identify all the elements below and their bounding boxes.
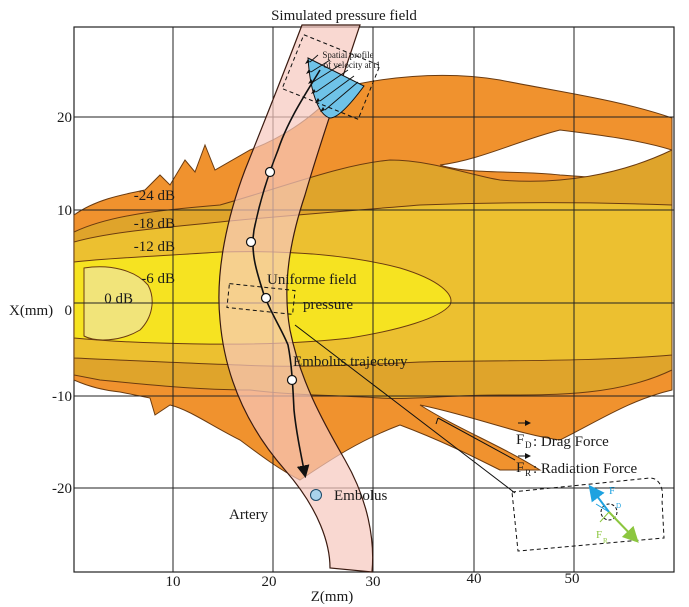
contour-labels: -24 dB -18 dB -12 dB -6 dB 0 dB: [104, 188, 175, 307]
embolus-trajectory-label: Embolus trajectory: [293, 354, 408, 370]
legend-drag-sub: D: [525, 440, 532, 450]
x-tick: 10: [166, 574, 181, 590]
legend-radiation-sub: R: [525, 468, 531, 478]
legend-drag-symbol: F: [516, 432, 524, 448]
contour-label-0db: 0 dB: [104, 291, 133, 307]
y-axis-ticks: 20 10 0 -10 -20: [52, 110, 72, 497]
trajectory-path: [252, 69, 321, 479]
embolus-label: Embolus: [334, 488, 387, 504]
artery-body: [218, 24, 374, 573]
y-axis-label: X(mm): [9, 303, 53, 319]
inset-drag-symbol: F: [609, 485, 615, 497]
contour-label-12db: -12 dB: [134, 239, 175, 255]
x-axis-label: Z(mm): [311, 589, 354, 605]
x-axis-ticks: 10 20 30 40 50: [166, 571, 580, 590]
y-tick: 20: [57, 110, 72, 126]
inset-drag-sub: D: [616, 502, 621, 510]
legend-drag-text: : Drag Force: [533, 434, 609, 450]
x-tick: 40: [467, 571, 482, 587]
embolus-trajectory: [226, 69, 322, 501]
velocity-profile: [281, 34, 381, 120]
legend-radiation-symbol: F: [516, 460, 524, 476]
inset-radiation-sub: R: [603, 537, 608, 545]
y-tick: -10: [52, 389, 72, 405]
inset-embolus: [600, 503, 618, 521]
x-tick: 20: [262, 574, 277, 590]
trajectory-point-4: [286, 374, 298, 386]
trajectory-point-3: [260, 292, 272, 304]
inset-radiation-symbol: F: [596, 529, 602, 541]
artery-label: Artery: [229, 507, 269, 523]
grid: [74, 27, 674, 572]
x-tick: 50: [565, 571, 580, 587]
trajectory-point-2: [245, 236, 257, 248]
force-inset: F D F R: [511, 477, 665, 552]
embolus-marker: [310, 489, 322, 501]
velocity-profile-label-1: Spatial profile: [322, 50, 373, 60]
chart-title: Simulated pressure field: [271, 8, 417, 24]
uniform-field-label-2: pressure: [303, 297, 353, 313]
contour-label-18db: -18 dB: [134, 216, 175, 232]
artery: [218, 24, 374, 573]
radiation-force-arrow: [608, 511, 639, 543]
y-tick: 10: [57, 203, 72, 219]
contour-label-6db: -6 dB: [141, 271, 175, 287]
uniform-field-box: [226, 283, 296, 315]
inset-box: [511, 477, 665, 552]
y-tick: -20: [52, 481, 72, 497]
x-tick: 30: [366, 574, 381, 590]
velocity-profile-label-2: of velocity at t1: [324, 60, 381, 70]
contour-label-24db: -24 dB: [134, 188, 175, 204]
legend-radiation-text: : Radiation Force: [533, 461, 637, 477]
y-tick: 0: [65, 303, 73, 319]
trajectory-point-1: [264, 166, 276, 178]
leader-lines: [294, 324, 516, 494]
force-legend: F D : Drag Force F R : Radiation Force: [516, 420, 637, 478]
uniform-field-label-1: Uniforme field: [267, 272, 357, 288]
drag-force-arrow: [588, 484, 610, 513]
